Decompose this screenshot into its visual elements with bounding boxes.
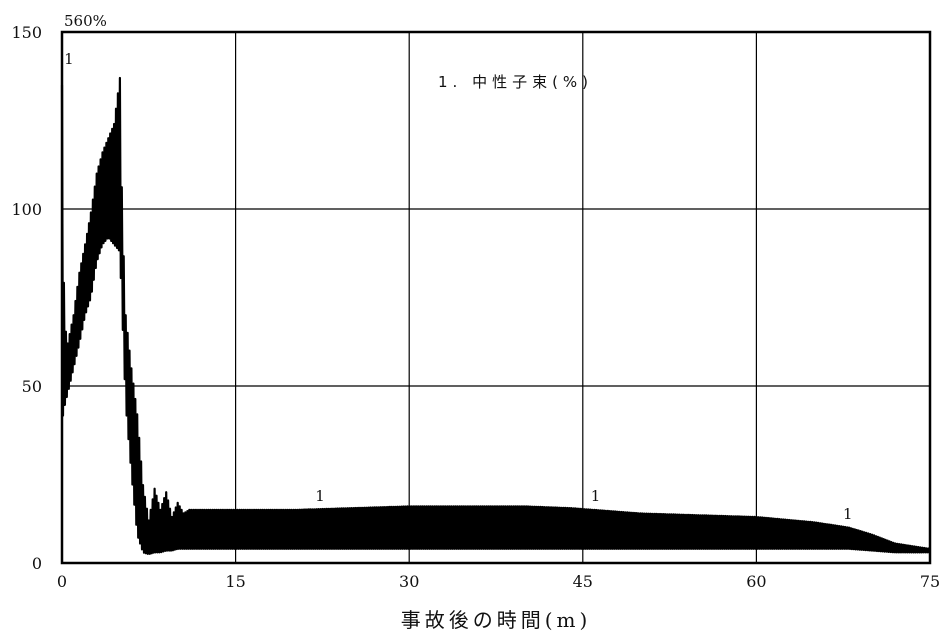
y-tick-label: 0 xyxy=(32,554,42,573)
x-tick-label: 0 xyxy=(57,572,67,591)
x-tick-label: 45 xyxy=(573,572,593,591)
series-marker-label: 1 xyxy=(843,505,853,523)
x-tick-label: 30 xyxy=(399,572,419,591)
series-layer xyxy=(60,76,932,556)
x-tick-label: 15 xyxy=(225,572,245,591)
grid-lines xyxy=(61,31,931,564)
y-tick-label: 50 xyxy=(22,377,42,396)
x-tick-label: 75 xyxy=(920,572,940,591)
series-labels: 1 1 1 1 xyxy=(64,50,852,523)
series-marker-label: 1 xyxy=(591,487,601,505)
legend-entry: 1. 中性子束(%) xyxy=(438,73,593,91)
series-marker-label: 1 xyxy=(64,50,74,68)
y-tick-label: 150 xyxy=(11,23,42,42)
series-line-neutron-flux xyxy=(60,76,932,556)
x-tick-label: 60 xyxy=(746,572,766,591)
y-tick-label: 100 xyxy=(11,200,42,219)
tick-labels: 0 15 30 45 60 75 0 50 100 150 xyxy=(11,23,940,591)
top-annotation: 560% xyxy=(64,12,107,30)
x-axis-label: 事故後の時間(m) xyxy=(401,608,592,632)
plot-frame xyxy=(60,30,932,565)
series-marker-label: 1 xyxy=(315,487,325,505)
